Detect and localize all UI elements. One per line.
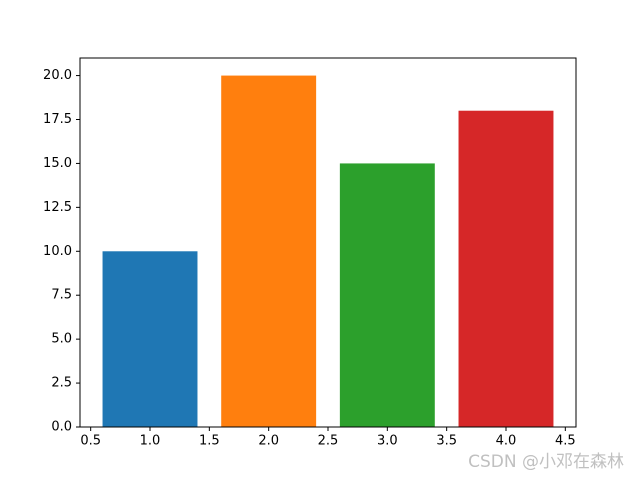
x-tick-label: 4.5 (555, 434, 576, 449)
x-tick-label: 1.5 (199, 434, 220, 449)
x-tick-label: 4.0 (496, 434, 517, 449)
bar (458, 110, 554, 427)
x-tick-label: 3.0 (377, 434, 398, 449)
y-tick-label: 17.5 (43, 112, 72, 127)
x-tick-label: 2.5 (318, 434, 339, 449)
watermark: CSDN @小邓在森林 (468, 452, 624, 472)
x-tick-label: 0.5 (80, 434, 101, 449)
bar (221, 75, 317, 428)
y-tick-label: 20.0 (43, 68, 72, 83)
x-tick-label: 1.0 (140, 434, 161, 449)
x-tick-label: 3.5 (436, 434, 457, 449)
y-tick-label: 15.0 (43, 156, 72, 171)
axes-frame (79, 57, 577, 428)
y-tick-label: 2.5 (51, 376, 72, 391)
y-tick-label: 0.0 (51, 420, 72, 435)
y-tick-label: 10.0 (43, 244, 72, 259)
x-tick-label: 2.0 (258, 434, 279, 449)
bar (102, 251, 198, 427)
bar (339, 163, 435, 427)
y-tick-label: 12.5 (43, 200, 72, 215)
y-tick-label: 7.5 (51, 288, 72, 303)
y-tick-label: 5.0 (51, 332, 72, 347)
